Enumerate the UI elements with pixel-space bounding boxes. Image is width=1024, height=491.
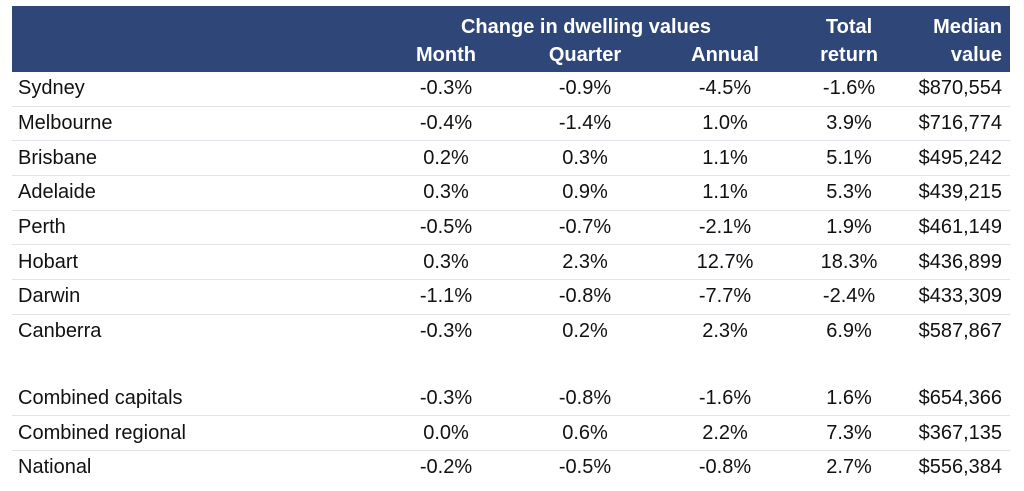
header-row-top: Change in dwelling values Total Median (12, 6, 1011, 39)
header-month: Month (382, 39, 510, 72)
median-value-cell: $870,554 (908, 72, 1011, 107)
annual-change-cell: -2.1% (660, 210, 791, 246)
annual-change-cell: -4.5% (660, 72, 791, 107)
header-quarter: Quarter (510, 39, 660, 72)
table-row: Adelaide 0.3% 0.9% 1.1% 5.3% $439,215 (12, 175, 1011, 211)
median-value-cell: $439,215 (908, 175, 1011, 211)
spacer-cell (12, 349, 1010, 382)
total-return-cell: -1.6% (790, 72, 909, 107)
total-return-cell: 6.9% (826, 320, 872, 343)
total-return-cell: 7.3% (790, 415, 909, 451)
city-name-cell: Combined capitals (12, 381, 382, 417)
header-median-line2: value (908, 39, 1011, 72)
total-return-cell: 5.1% (790, 140, 909, 177)
quarter-change-cell: 0.3% (510, 140, 660, 177)
city-name-cell: Perth (12, 210, 382, 246)
city-name-cell: Melbourne (12, 106, 382, 142)
header-total-return-line2: return (790, 39, 909, 72)
quarter-change-cell: 0.9% (510, 175, 660, 211)
header-annual: Annual (660, 39, 791, 72)
annual-change-cell: 1.1% (660, 140, 791, 177)
city-name-cell: Combined regional (12, 415, 382, 451)
dwelling-values-table: Change in dwelling values Total Median M… (12, 6, 1011, 485)
header-blank-cell (12, 39, 382, 72)
total-return-cell: 18.3% (790, 244, 909, 281)
table-row: Canberra -0.3% 0.2% 2.3% 6.9% $587,867 (12, 314, 1010, 348)
month-change-cell: -0.3% (419, 320, 473, 343)
month-change-cell: -0.5% (382, 210, 510, 246)
table-row: Melbourne -0.4% -1.4% 1.0% 3.9% $716,774 (12, 106, 1011, 142)
median-value-cell: $495,242 (908, 140, 1011, 177)
month-change-cell: 0.3% (382, 244, 510, 281)
median-value-cell: $436,899 (908, 244, 1011, 281)
city-name-cell: National (18, 456, 92, 479)
city-name-cell: Sydney (12, 72, 382, 107)
city-name-cell: Darwin (12, 279, 382, 315)
median-value-cell: $433,309 (908, 279, 1011, 315)
quarter-change-cell: 0.6% (510, 415, 660, 451)
quarter-change-cell: 0.2% (562, 320, 608, 343)
total-return-cell: -2.4% (790, 279, 909, 315)
quarter-change-cell: -1.4% (510, 106, 660, 142)
table-row: Sydney -0.3% -0.9% -4.5% -1.6% $870,554 (12, 72, 1011, 107)
annual-change-cell: 12.7% (660, 244, 791, 281)
month-change-cell: -0.4% (382, 106, 510, 142)
median-value-cell: $716,774 (908, 106, 1011, 142)
quarter-change-cell: 2.3% (510, 244, 660, 281)
annual-change-cell: -7.7% (660, 279, 791, 315)
month-change-cell: -0.2% (419, 456, 473, 479)
month-change-cell: 0.2% (382, 140, 510, 177)
table-row: Combined capitals -0.3% -0.8% -1.6% 1.6% $654… (12, 381, 1011, 417)
city-name-cell: Canberra (18, 320, 102, 343)
quarter-change-cell: -0.7% (510, 210, 660, 246)
city-name-cell: Brisbane (12, 140, 382, 177)
quarter-change-cell: -0.8% (510, 381, 660, 417)
city-name-cell: Hobart (12, 244, 382, 281)
annual-change-cell: 2.2% (660, 415, 791, 451)
row-spacer (12, 349, 1010, 382)
median-value-cell: $461,149 (908, 210, 1011, 246)
header-blank-cell (12, 6, 382, 39)
header-group-label: Change in dwelling values (382, 6, 791, 39)
month-change-cell: -1.1% (382, 279, 510, 315)
annual-change-cell: -1.6% (660, 381, 791, 417)
table-header: Change in dwelling values Total Median M… (12, 6, 1011, 72)
header-row-bottom: Month Quarter Annual return value (12, 39, 1011, 72)
annual-change-cell: 2.3% (702, 320, 748, 343)
total-return-cell: 3.9% (790, 106, 909, 142)
median-value-cell: $587,867 (918, 320, 1003, 343)
table-row: Hobart 0.3% 2.3% 12.7% 18.3% $436,899 (12, 244, 1011, 281)
annual-change-cell: -0.8% (698, 456, 752, 479)
annual-change-cell: 1.1% (660, 175, 791, 211)
median-value-cell: $654,366 (908, 381, 1011, 417)
table-row: National -0.2% -0.5% -0.8% 2.7% $556,384 (12, 450, 1010, 484)
table-body: Sydney -0.3% -0.9% -4.5% -1.6% $870,554 Melbou… (12, 72, 1011, 485)
total-return-cell: 5.3% (790, 175, 909, 211)
annual-change-cell: 1.0% (660, 106, 791, 142)
total-return-cell: 1.9% (790, 210, 909, 246)
table-row: Darwin -1.1% -0.8% -7.7% -2.4% $433,309 (12, 279, 1011, 315)
total-return-cell: 2.7% (826, 456, 872, 479)
median-value-cell: $556,384 (918, 456, 1003, 479)
city-name-cell: Adelaide (12, 175, 382, 211)
total-return-cell: 1.6% (790, 381, 909, 417)
header-total-return-line1: Total (790, 6, 909, 39)
quarter-change-cell: -0.8% (510, 279, 660, 315)
month-change-cell: 0.3% (382, 175, 510, 211)
header-median-line1: Median (908, 6, 1011, 39)
median-value-cell: $367,135 (908, 415, 1011, 451)
month-change-cell: -0.3% (382, 72, 510, 107)
month-change-cell: 0.0% (382, 415, 510, 451)
quarter-change-cell: -0.9% (510, 72, 660, 107)
table-row: Combined regional 0.0% 0.6% 2.2% 7.3% $367,13… (12, 415, 1011, 451)
quarter-change-cell: -0.5% (558, 456, 612, 479)
table-row: Perth -0.5% -0.7% -2.1% 1.9% $461,149 (12, 210, 1011, 246)
month-change-cell: -0.3% (382, 381, 510, 417)
table-row: Brisbane 0.2% 0.3% 1.1% 5.1% $495,242 (12, 140, 1011, 177)
